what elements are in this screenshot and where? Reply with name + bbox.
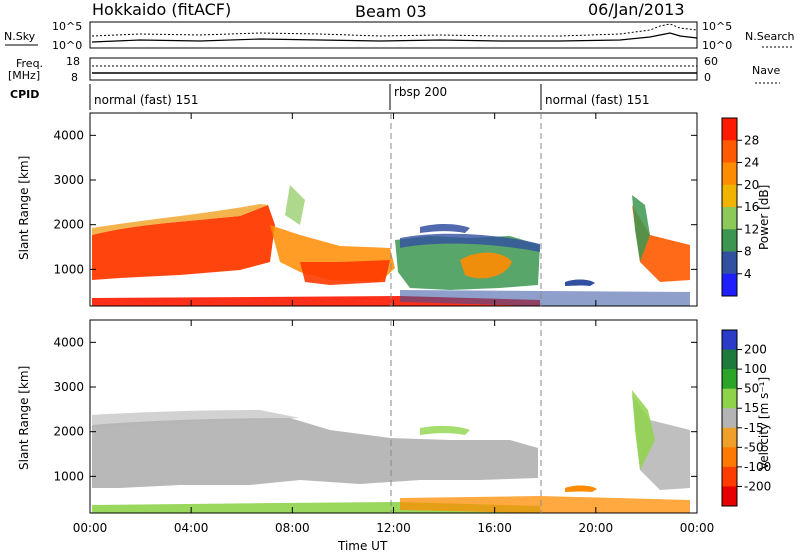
x-axis-ticks: 00:00 04:00 08:00 12:00 16:00 20:00 00:00	[73, 113, 715, 535]
colorbar-swatch	[722, 207, 737, 230]
colorbar-swatch	[722, 349, 737, 370]
colorbar-tick-label: 15	[744, 401, 759, 415]
cpid-label: CPID	[10, 88, 39, 101]
noise-left-bottom: 10^0	[52, 39, 82, 52]
velocity-colorbar: 200 100 50 15 -15 -50 -100 -200 Velocity [m s⁻¹…	[721, 329, 771, 507]
power-yticks: 1000 2000 3000 4000	[53, 128, 697, 276]
cpid-seg-3: normal (fast) 151	[545, 93, 649, 107]
power-ylabel: Slant Range [km]	[17, 156, 31, 260]
colorbar-swatch	[722, 251, 737, 275]
power-colorbar: 28 24 20 16 12 8 4 Power [dB]	[721, 117, 771, 297]
colorbar-swatch	[722, 140, 737, 163]
noise-right-bottom: 10^0	[702, 39, 732, 52]
cpid-row: CPID normal (fast) 151 rbsp 200 normal (…	[10, 84, 649, 110]
colorbar-swatch	[722, 388, 737, 409]
x-tick-label: 12:00	[376, 521, 411, 535]
colorbar-tick-label: 24	[744, 156, 759, 170]
colorbar-tick-label: -100	[744, 460, 771, 474]
x-tick-label: 00:00	[73, 521, 108, 535]
colorbar-swatch	[722, 162, 737, 186]
x-axis-label: Time UT	[337, 539, 388, 553]
colorbar-swatch	[722, 466, 737, 487]
colorbar-tick-label: 16	[744, 200, 759, 214]
velocity-yticks: 1000 2000 3000 4000	[53, 335, 697, 483]
x-tick-label: 16:00	[477, 521, 512, 535]
colorbar-tick-label: 100	[744, 362, 767, 376]
freq-panel: Freq. [MHz] 18 8 60 0 Nave	[8, 55, 780, 84]
velocity-panel: Slant Range [km] 1000 2000 3000 4000	[17, 319, 698, 514]
freq-right-top: 60	[704, 55, 718, 68]
colorbar-tick-label: 28	[744, 133, 759, 147]
power-cbar-label: Power [dB]	[757, 185, 771, 250]
colorbar-tick-label: 50	[744, 382, 759, 396]
y-tick-label: 2000	[53, 425, 84, 439]
y-tick-label: 2000	[53, 218, 84, 232]
x-tick-label: 08:00	[275, 521, 310, 535]
colorbar-tick-label: -200	[744, 479, 771, 493]
colorbar-swatch	[722, 369, 737, 390]
station-title: Hokkaido (fitACF)	[92, 0, 231, 19]
colorbar-swatch	[722, 486, 737, 507]
colorbar-swatch	[722, 408, 737, 429]
cpid-seg-1: normal (fast) 151	[94, 93, 198, 107]
power-data	[92, 185, 690, 306]
colorbar-tick-label: 4	[744, 267, 752, 281]
colorbar-swatch	[722, 273, 737, 297]
colorbar-swatch	[722, 229, 737, 252]
colorbar-swatch	[722, 118, 737, 141]
freq-left-bottom: 8	[71, 71, 78, 84]
x-tick-label: 00:00	[680, 521, 715, 535]
date-title: 06/Jan/2013	[588, 0, 685, 19]
cpid-seg-2: rbsp 200	[394, 85, 447, 99]
colorbar-tick-label: 12	[744, 222, 759, 236]
nave-label: Nave	[752, 64, 780, 77]
freq-left-top: 18	[66, 55, 80, 68]
nsearch-label: N.Search	[745, 30, 795, 43]
velocity-ylabel: Slant Range [km]	[17, 366, 31, 470]
colorbar-swatch	[722, 330, 737, 351]
freq-label: Freq.	[16, 57, 43, 70]
colorbar-swatch	[722, 427, 737, 448]
y-tick-label: 3000	[53, 380, 84, 394]
freq-unit: [MHz]	[8, 69, 40, 82]
colorbar-tick-label: -15	[744, 421, 764, 435]
y-tick-label: 1000	[53, 469, 84, 483]
y-tick-label: 4000	[53, 128, 84, 142]
noise-left-top: 10^5	[52, 20, 82, 33]
nsky-label: N.Sky	[4, 30, 36, 43]
beam-title: Beam 03	[355, 2, 427, 21]
power-panel: Slant Range [km] 1000 2000 3000 4000	[17, 112, 698, 307]
velocity-cbar-label: Velocity [m s⁻¹]	[757, 377, 771, 470]
y-tick-label: 3000	[53, 173, 84, 187]
colorbar-swatch	[722, 184, 737, 208]
y-tick-label: 1000	[53, 262, 84, 276]
colorbar-tick-label: 8	[744, 245, 752, 259]
x-tick-label: 04:00	[174, 521, 209, 535]
noise-panel: N.Sky 10^5 10^0 10^5 10^0 N.Search	[4, 20, 795, 52]
velocity-data	[92, 390, 690, 513]
colorbar-tick-label: 20	[744, 178, 759, 192]
y-tick-label: 4000	[53, 335, 84, 349]
colorbar-swatch	[722, 447, 737, 468]
colorbar-tick-label: 200	[744, 343, 767, 357]
freq-right-bottom: 0	[704, 71, 711, 84]
noise-right-top: 10^5	[702, 20, 732, 33]
colorbar-tick-label: -50	[744, 440, 764, 454]
x-tick-label: 20:00	[579, 521, 614, 535]
